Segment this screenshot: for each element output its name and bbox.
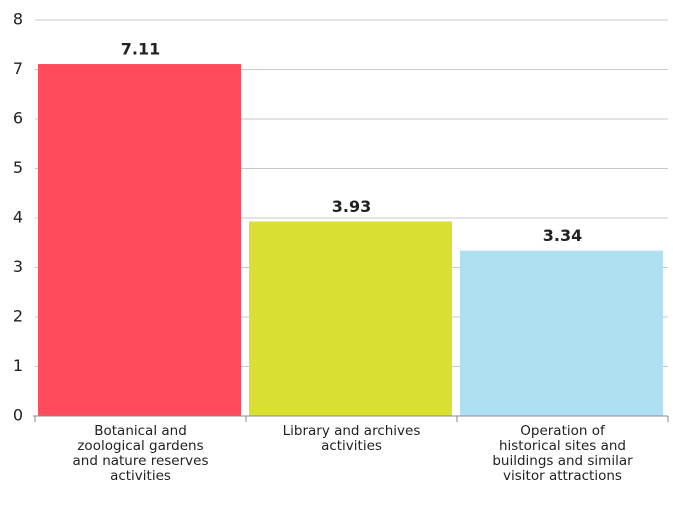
y-tick-label: 4 bbox=[13, 208, 23, 227]
value-label: 7.11 bbox=[121, 40, 160, 59]
y-tick-label: 1 bbox=[13, 356, 23, 375]
y-tick-label: 7 bbox=[13, 59, 23, 78]
value-label: 3.34 bbox=[543, 226, 582, 245]
y-tick-label: 8 bbox=[13, 10, 23, 29]
bar bbox=[249, 221, 452, 416]
y-tick-label: 2 bbox=[13, 307, 23, 326]
bar bbox=[460, 250, 663, 416]
value-label: 3.93 bbox=[332, 197, 371, 216]
y-tick-label: 3 bbox=[13, 257, 23, 276]
x-tick-label: Operation of historical sites and buildi… bbox=[492, 423, 633, 484]
x-tick-label: Library and archives activities bbox=[282, 423, 421, 454]
x-tick-label: Botanical and zoological gardens and nat… bbox=[72, 423, 209, 484]
y-tick-label: 5 bbox=[13, 158, 23, 177]
y-tick-label: 0 bbox=[13, 406, 23, 425]
bar bbox=[38, 64, 241, 417]
y-tick-label: 6 bbox=[13, 109, 23, 128]
